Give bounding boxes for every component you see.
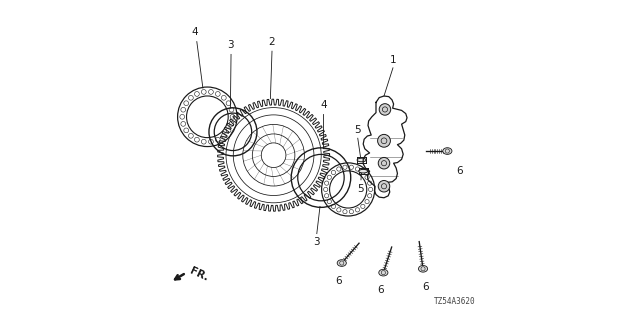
Circle shape [378,157,390,169]
Text: 5: 5 [358,184,364,194]
Text: 5: 5 [354,125,361,135]
Circle shape [378,134,390,147]
Circle shape [379,104,390,115]
Text: 6: 6 [456,166,463,176]
Text: 1: 1 [390,55,396,65]
Text: FR.: FR. [188,266,210,283]
Text: 4: 4 [192,28,198,37]
Text: 4: 4 [321,100,327,110]
Text: 6: 6 [335,276,342,286]
Text: TZ54A3620: TZ54A3620 [433,297,475,306]
Circle shape [378,180,390,192]
Text: 3: 3 [313,237,319,247]
Ellipse shape [443,148,452,154]
Ellipse shape [419,266,428,272]
Text: 3: 3 [227,40,234,50]
Ellipse shape [358,169,367,173]
Ellipse shape [337,260,346,266]
Text: 6: 6 [378,285,384,295]
Ellipse shape [357,158,366,162]
Text: 2: 2 [268,37,275,47]
Text: 6: 6 [422,282,429,292]
Ellipse shape [379,269,388,276]
